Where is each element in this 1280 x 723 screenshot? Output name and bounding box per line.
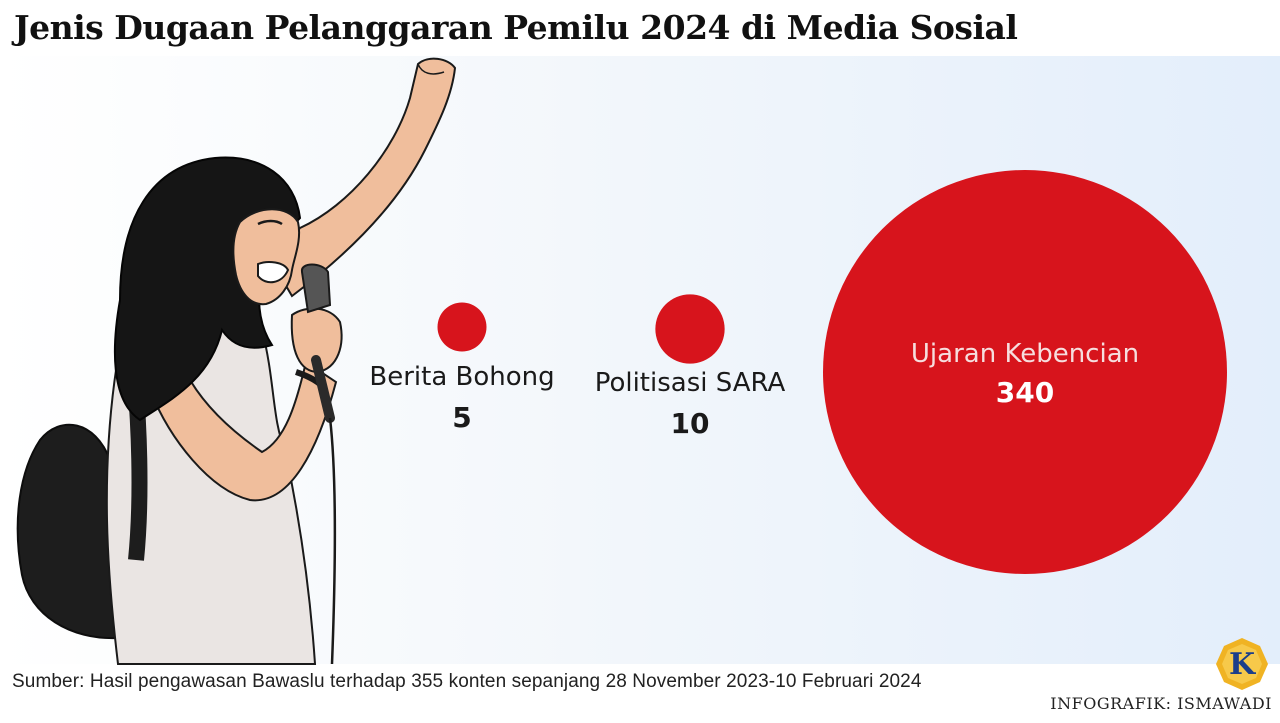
data-label: 5 <box>452 401 471 434</box>
kompas-logo-icon: K <box>1216 638 1268 690</box>
source-note: Sumber: Hasil pengawasan Bawaslu terhada… <box>12 671 922 692</box>
bubble-politisasi-sara <box>655 294 725 364</box>
data-label: 10 <box>671 407 710 440</box>
category-label: Ujaran Kebencian <box>911 339 1139 369</box>
protester-illustration <box>16 57 457 665</box>
logo-letter: K <box>1229 647 1256 682</box>
category-label: Politisasi SARA <box>595 368 786 398</box>
category-label: Berita Bohong <box>369 362 554 392</box>
data-label: 340 <box>996 376 1054 409</box>
bubble-berita-bohong <box>437 302 487 352</box>
bubble-ujaran-kebencian <box>823 170 1227 574</box>
infographic-credit: INFOGRAFIK: ISMAWADI <box>1050 694 1272 713</box>
page-title: Jenis Dugaan Pelanggaran Pemilu 2024 di … <box>14 8 1018 47</box>
